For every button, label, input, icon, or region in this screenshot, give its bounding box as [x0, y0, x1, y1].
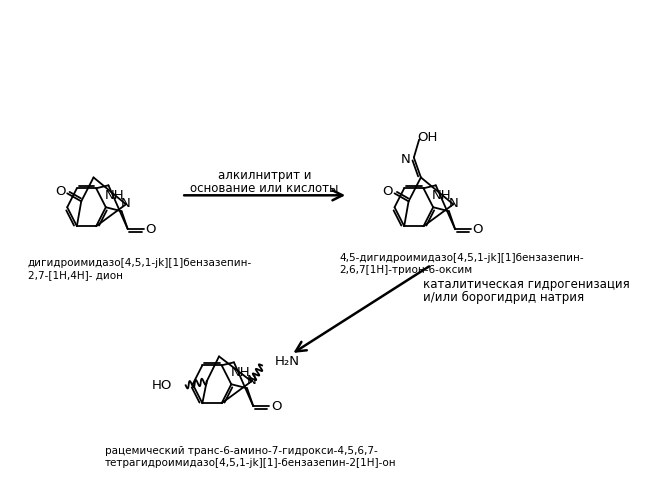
- Text: 4,5-дигидроимидазо[4,5,1-jk][1]бензазепин-: 4,5-дигидроимидазо[4,5,1-jk][1]бензазепи…: [340, 253, 584, 263]
- Text: 2,7-[1Н,4Н]- дион: 2,7-[1Н,4Н]- дион: [28, 270, 122, 280]
- Text: H₂N: H₂N: [274, 355, 299, 368]
- Text: O: O: [145, 222, 156, 235]
- Text: и/или борогидрид натрия: и/или борогидрид натрия: [422, 291, 584, 304]
- Text: каталитическая гидрогенизация: каталитическая гидрогенизация: [422, 278, 629, 291]
- Text: N: N: [247, 374, 257, 387]
- Text: тетрагидроимидазо[4,5,1-jk][1]-бензазепин-2[1Н]-он: тетрагидроимидазо[4,5,1-jk][1]-бензазепи…: [105, 458, 397, 468]
- Text: NH: NH: [432, 189, 452, 202]
- Text: N: N: [448, 197, 458, 210]
- Text: O: O: [55, 185, 65, 198]
- Text: рацемический транс-6-амино-7-гидрокси-4,5,6,7-: рацемический транс-6-амино-7-гидрокси-4,…: [105, 446, 378, 456]
- Text: NH: NH: [230, 366, 250, 379]
- Text: O: O: [382, 185, 393, 198]
- Text: OH: OH: [418, 131, 438, 144]
- Text: O: O: [271, 400, 281, 412]
- Text: N: N: [401, 153, 411, 166]
- Text: алкилнитрит и: алкилнитрит и: [218, 169, 312, 182]
- Text: NH: NH: [105, 189, 124, 202]
- Text: дигидроимидазо[4,5,1-jk][1]бензазепин-: дигидроимидазо[4,5,1-jk][1]бензазепин-: [28, 258, 252, 268]
- Text: 2,6,7[1Н]-трион-6-оксим: 2,6,7[1Н]-трион-6-оксим: [340, 265, 472, 275]
- Text: HO: HO: [151, 379, 172, 392]
- Text: основание или кислоты: основание или кислоты: [191, 182, 339, 195]
- Text: N: N: [121, 197, 131, 210]
- Text: O: O: [472, 222, 483, 235]
